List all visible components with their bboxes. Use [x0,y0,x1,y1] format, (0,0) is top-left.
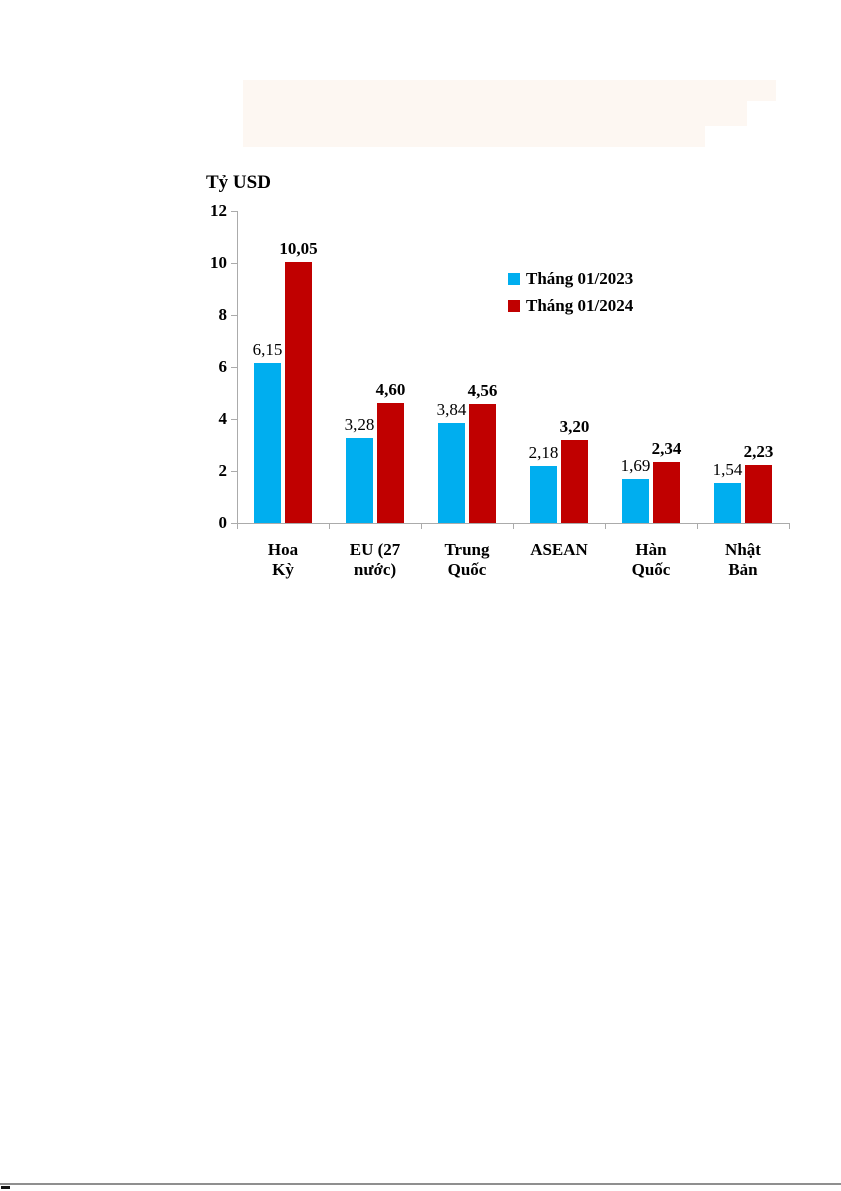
y-axis-tick [231,211,237,212]
legend-item: Tháng 01/2024 [508,292,633,319]
category-label: ASEAN [530,540,588,559]
y-axis-tick [231,471,237,472]
redacted-title-line [243,80,776,101]
x-axis-tick [237,523,238,529]
category-label: Nhật Bản [725,540,761,579]
category-label: Trung Quốc [444,540,490,579]
bar-thang-01-2024 [469,404,496,523]
y-axis-tick-label: 4 [218,409,228,428]
bar-value-label: 10,05 [279,239,318,258]
bar-thang-01-2024 [377,403,404,523]
bar-thang-01-2024 [653,462,680,523]
y-axis-tick-label: 10 [210,253,227,272]
bar-thang-01-2023 [622,479,649,523]
category-label: EU (27 nước) [349,540,401,579]
y-axis-tick-label: 0 [218,513,228,532]
redacted-title-line [243,101,747,126]
y-axis-tick [231,263,237,264]
legend-color-swatch [508,299,520,312]
legend-series-label: Tháng 01/2024 [526,295,634,315]
bar-thang-01-2024 [285,262,312,523]
bar-value-label: 6,15 [252,340,283,359]
bar-thang-01-2023 [346,438,373,523]
x-axis-tick [605,523,606,529]
legend-color-swatch [508,272,520,285]
x-axis-tick [421,523,422,529]
y-axis-tick [231,419,237,420]
category-label: Hoa Kỳ [267,540,299,579]
y-axis-tick [231,315,237,316]
category-label: Hàn Quốc [631,540,671,579]
bar-thang-01-2024 [561,440,588,523]
x-axis-tick [329,523,330,529]
redacted-title-line [243,126,705,147]
y-axis-tick-label: 2 [218,461,228,480]
bar-value-label: 3,28 [344,415,375,434]
page-bottom-divider [0,1183,841,1185]
bar-value-label: 1,54 [712,460,743,479]
bar-thang-01-2023 [438,423,465,523]
y-axis-tick-label: 12 [210,201,227,220]
x-axis-tick [697,523,698,529]
bar-value-label: 2,23 [743,442,774,461]
bar-value-label: 4,56 [467,381,498,400]
x-axis-tick [789,523,790,529]
y-axis-unit-label: Tỷ USD [206,172,271,193]
bar-value-label: 2,34 [651,439,682,458]
bar-thang-01-2023 [714,483,741,523]
y-axis-tick-label: 6 [218,357,228,376]
legend-item: Tháng 01/2023 [508,265,633,292]
bar-value-label: 1,69 [620,456,651,475]
legend-series-label: Tháng 01/2023 [526,268,634,288]
bar-thang-01-2024 [745,465,772,523]
y-axis-tick [231,367,237,368]
x-axis-tick [513,523,514,529]
bar-value-label: 4,60 [375,380,406,399]
y-axis-tick-label: 8 [218,305,228,324]
bar-thang-01-2023 [530,466,557,523]
legend: Tháng 01/2023 Tháng 01/2024 [508,265,633,319]
y-axis-line [237,211,238,524]
bar-value-label: 2,18 [528,443,559,462]
y-axis-tick [231,523,237,524]
bar-thang-01-2023 [254,363,281,523]
bottom-left-mark [1,1186,10,1189]
bar-value-label: 3,84 [436,400,467,419]
bar-value-label: 3,20 [559,417,590,436]
